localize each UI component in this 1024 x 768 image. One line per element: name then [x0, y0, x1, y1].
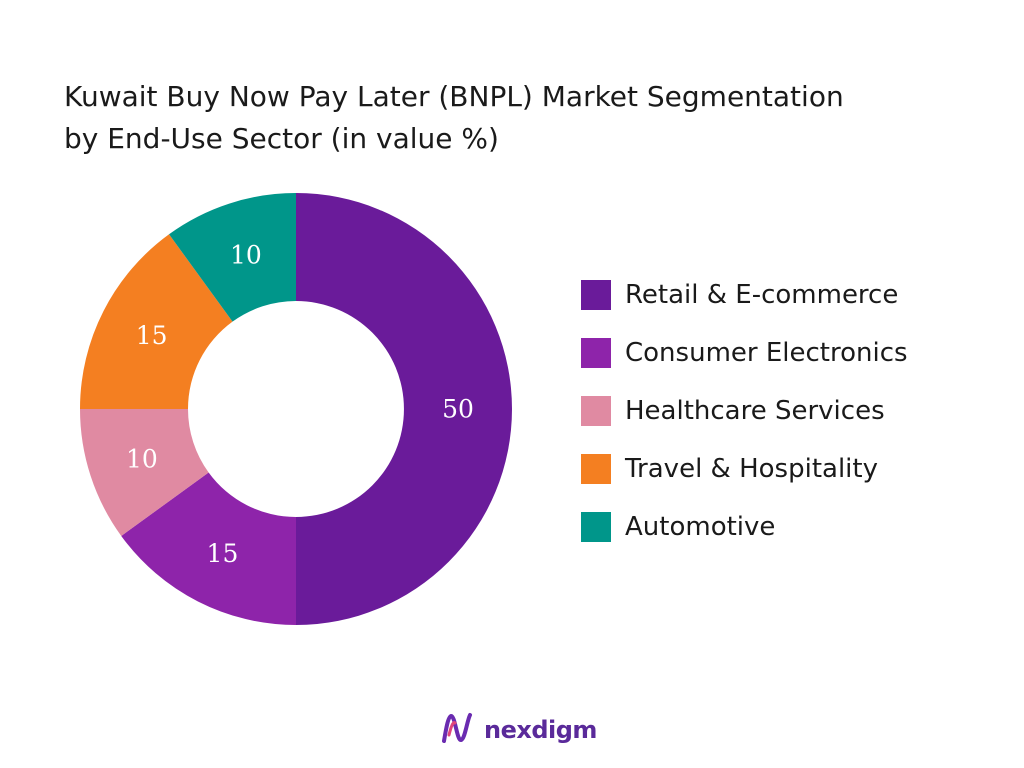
legend-label: Retail & E-commerce — [625, 280, 899, 310]
slice-healthcare-services — [80, 409, 209, 536]
slice-label-healthcare-services: 10 — [126, 445, 158, 474]
legend-swatch — [581, 338, 611, 368]
legend: Retail & E-commerce Consumer Electronics… — [581, 276, 908, 566]
legend-item-travel-hospitality: Travel & Hospitality — [581, 450, 908, 488]
legend-swatch — [581, 454, 611, 484]
legend-label: Consumer Electronics — [625, 338, 908, 368]
slice-travel-hospitality — [80, 234, 233, 409]
chart-title: Kuwait Buy Now Pay Later (BNPL) Market S… — [64, 76, 994, 160]
slice-label-travel-hospitality: 15 — [136, 321, 168, 350]
chart-title-line-2: by End-Use Sector (in value %) — [64, 122, 499, 155]
slice-label-retail-e-commerce: 50 — [442, 395, 474, 424]
legend-label: Automotive — [625, 512, 776, 542]
brand-name: nexdigm — [484, 716, 597, 744]
slice-label-consumer-electronics: 15 — [207, 539, 239, 568]
nexdigm-logo-icon — [440, 711, 474, 749]
legend-item-healthcare-services: Healthcare Services — [581, 392, 908, 430]
legend-label: Travel & Hospitality — [625, 454, 878, 484]
slice-retail-e-commerce — [296, 193, 512, 625]
slice-automotive — [169, 193, 296, 322]
legend-swatch — [581, 280, 611, 310]
chart-title-line-1: Kuwait Buy Now Pay Later (BNPL) Market S… — [64, 80, 844, 113]
legend-swatch — [581, 396, 611, 426]
brand: nexdigm — [440, 712, 597, 748]
slice-label-automotive: 10 — [230, 240, 262, 269]
slice-consumer-electronics — [121, 472, 297, 625]
legend-label: Healthcare Services — [625, 396, 885, 426]
legend-swatch — [581, 512, 611, 542]
legend-item-retail-ecommerce: Retail & E-commerce — [581, 276, 908, 314]
legend-item-consumer-electronics: Consumer Electronics — [581, 334, 908, 372]
legend-item-automotive: Automotive — [581, 508, 908, 546]
